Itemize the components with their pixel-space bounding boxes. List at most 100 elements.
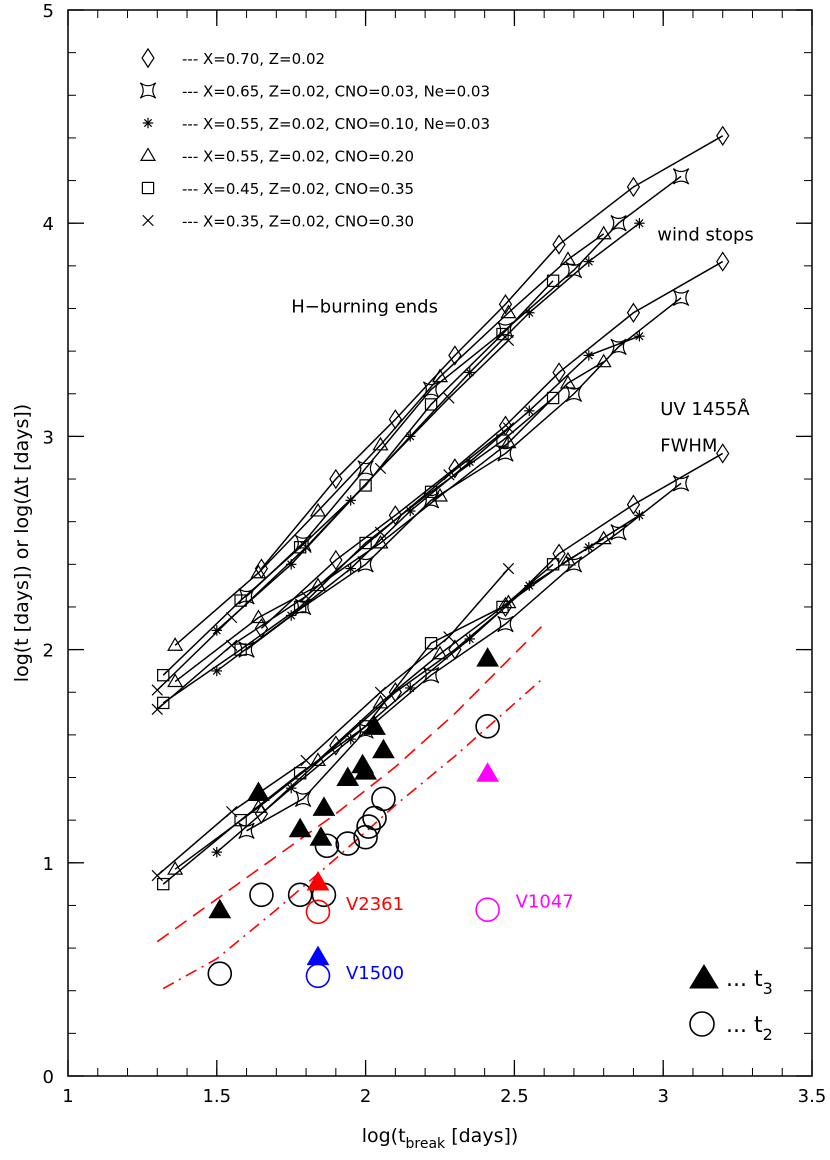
diamond-marker [388,505,403,526]
cross-marker [151,684,163,696]
diamond-marker [254,618,269,639]
diamond-marker [448,345,462,366]
star-marker [525,406,534,415]
diamond-marker [141,47,155,69]
triangle-marker [372,534,389,549]
t3-point [372,738,395,759]
t2-point [314,833,340,859]
astroid-marker [357,460,374,477]
star-marker [584,543,593,552]
model-curve-astroid [246,175,682,597]
diamond-marker [254,803,269,824]
square-marker [496,327,509,341]
legend-label: --- X=0.45, Z=0.02, CNO=0.35 [182,180,414,198]
star-marker [406,683,415,693]
diamond-marker [626,176,641,198]
astroid-marker [294,534,312,552]
t2-point [356,814,381,839]
red-dashed-line [156,623,545,943]
nova-label: V1500 [346,963,404,984]
diamond-marker [552,234,566,255]
triangle-marker [595,225,612,240]
cross-marker [443,469,455,481]
triangle-marker [559,251,577,265]
diamond-marker [448,458,462,479]
square-marker [546,558,560,571]
model-curve-square [162,397,554,704]
diamond-marker [716,443,730,464]
square-marker [157,668,170,682]
star-marker [525,308,534,317]
cross-marker [502,334,515,347]
t3-point [363,715,386,735]
nova-t3-point [306,945,330,966]
diamond-marker [716,251,730,272]
cross-marker [443,631,455,643]
cross-marker [300,754,312,767]
diamond-marker [626,302,641,323]
star-marker [346,735,355,744]
legend-label: --- X=0.65, Z=0.02, CNO=0.03, Ne=0.03 [182,83,490,101]
diamond-marker [329,549,343,571]
cross-marker [151,869,163,882]
square-marker [546,274,560,287]
diamond-marker [716,125,730,146]
t2-point [475,714,500,739]
square-marker [293,767,307,780]
astroid-marker [565,385,583,402]
astroid-marker [238,588,255,605]
square-marker [157,877,170,891]
square-marker [359,536,372,550]
diamond-marker [448,639,462,660]
diamond-marker [552,362,566,383]
legend-label: --- X=0.70, Z=0.02 [182,50,325,68]
cross-marker [374,686,387,698]
astroid-marker [497,615,514,633]
star-marker [346,564,355,573]
square-marker [234,594,247,607]
triangle-marker [309,577,327,592]
star-marker [635,511,644,520]
triangle-marker [595,353,612,368]
y-tick-label: 2 [43,641,54,662]
cross-marker [300,541,312,553]
model-curve-astroid [246,482,682,832]
square-marker [359,479,372,492]
star-marker [287,611,296,620]
annotation: wind stops [657,224,754,245]
star-marker [525,581,534,590]
cross-marker [226,639,238,652]
x-tick-label: 3 [657,1086,668,1107]
t3-point [288,817,312,838]
x-axis-label: log(tbreak [days]) [362,1125,519,1152]
cross-marker [443,392,455,404]
nova-t3-point [306,870,330,891]
star-marker [143,118,153,128]
astroid-marker [139,82,157,99]
star-marker [287,560,296,569]
model-curve-diamond [260,135,724,570]
model-curve-astroid [246,297,682,651]
square-marker [424,398,438,411]
t3-point [354,760,377,780]
astroid-marker [497,321,514,338]
triangle-marker [309,502,327,517]
key-label: ... t2 [726,1013,773,1044]
astroid-marker [610,524,627,541]
triangle-marker [431,645,449,660]
diamond-marker [388,682,403,703]
plot-frame [67,9,813,1077]
diamond-marker [626,494,641,515]
square-marker [234,643,247,656]
x-tick-label: 1 [62,1086,73,1107]
model-curve-diamond [260,452,724,815]
triangle-marker [167,637,184,651]
star-marker [584,351,593,360]
astroid-marker [672,289,690,307]
triangle-marker [372,694,389,709]
square-marker [496,434,509,447]
t3-point [247,781,270,801]
legend-label: --- X=0.55, Z=0.02, CNO=0.20 [182,148,414,166]
annotation: UV 1455Å [660,398,750,420]
astroid-marker [422,492,440,509]
